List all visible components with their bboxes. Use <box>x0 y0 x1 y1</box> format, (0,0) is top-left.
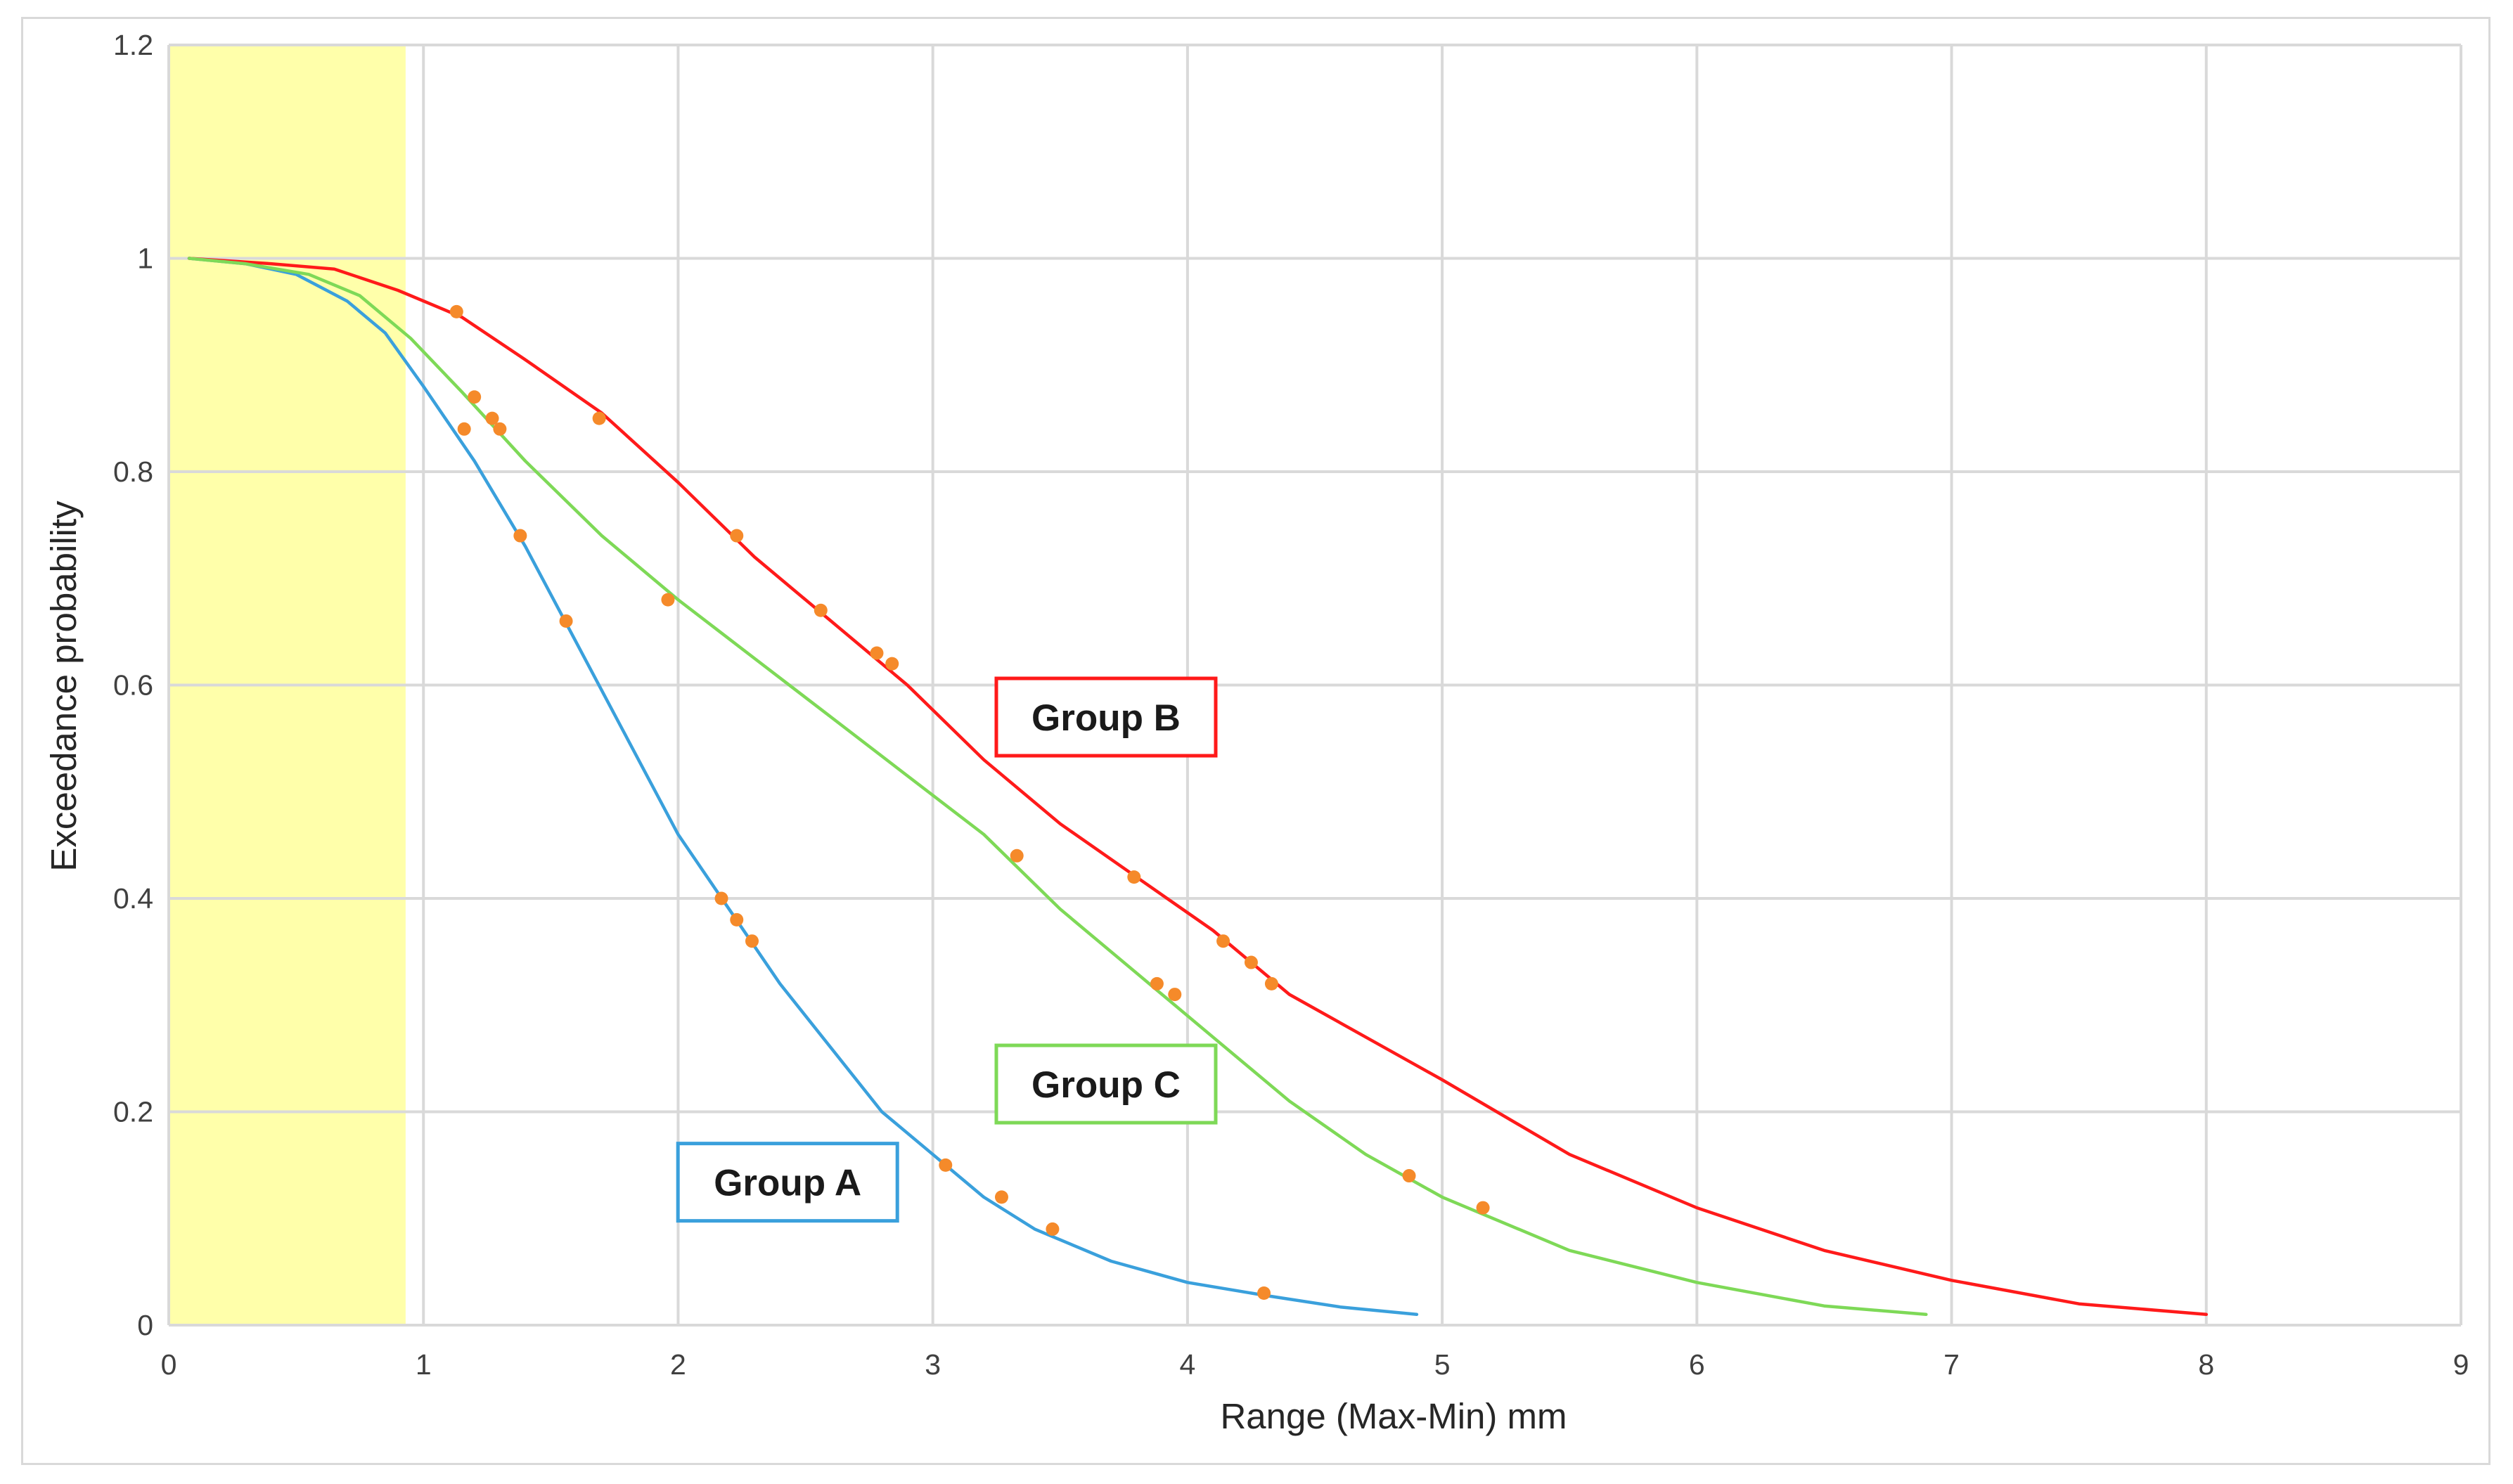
x-tick-label: 5 <box>1434 1348 1451 1381</box>
data-point <box>457 422 471 436</box>
data-point <box>1244 955 1258 969</box>
data-point <box>1402 1169 1416 1183</box>
data-point <box>449 304 463 318</box>
data-point <box>814 603 828 617</box>
data-point <box>592 411 606 425</box>
group-a-curve <box>187 257 1419 1317</box>
x-tick-label: 2 <box>670 1348 686 1381</box>
y-tick-label: 0.4 <box>113 882 153 915</box>
data-point <box>661 593 675 607</box>
group-c-label: Group C <box>1031 1064 1181 1106</box>
data-point <box>885 657 899 671</box>
group-a-label-box <box>676 1142 899 1223</box>
group-b-label: Group B <box>1031 697 1181 739</box>
y-tick-label: 1.2 <box>113 29 153 61</box>
x-tick-label: 1 <box>416 1348 432 1381</box>
data-point <box>939 1158 953 1172</box>
data-point <box>1216 934 1230 948</box>
data-point <box>1127 870 1141 884</box>
data-point <box>468 390 482 404</box>
data-point <box>730 912 744 927</box>
x-tick-label: 9 <box>2453 1348 2469 1381</box>
group-c-label-box <box>994 1043 1218 1125</box>
data-point <box>1046 1222 1060 1236</box>
data-point <box>559 614 573 628</box>
observed-points-layer <box>449 304 1490 1300</box>
data-point <box>1257 1286 1271 1300</box>
data-point <box>1168 988 1182 1002</box>
data-point <box>1476 1201 1490 1215</box>
data-point <box>1150 976 1164 991</box>
y-tick-label: 0.6 <box>113 669 153 702</box>
x-tick-label: 0 <box>161 1348 177 1381</box>
grid-layer <box>167 44 2462 1327</box>
data-point <box>493 422 507 436</box>
data-point <box>1264 976 1278 991</box>
data-point <box>485 411 499 425</box>
data-point <box>994 1190 1008 1204</box>
group-b-label-box <box>994 676 1218 758</box>
y-axis-title: Exceedance probability <box>44 501 84 872</box>
data-point <box>730 529 744 543</box>
data-point <box>1010 849 1024 863</box>
x-tick-label: 3 <box>925 1348 941 1381</box>
data-point <box>745 934 759 948</box>
y-tick-label: 1 <box>137 243 153 275</box>
group-c-curve <box>187 257 1928 1317</box>
annotations-layer: Group A Group B Group C <box>676 676 1218 1223</box>
data-point <box>513 529 527 543</box>
y-tick-label: 0.8 <box>113 456 153 488</box>
data-point <box>870 646 884 660</box>
x-tick-label: 7 <box>1943 1348 1960 1381</box>
y-tick-label: 0.2 <box>113 1096 153 1128</box>
data-point <box>714 891 728 905</box>
x-tick-label: 6 <box>1689 1348 1705 1381</box>
y-tick-label: 0 <box>137 1309 153 1341</box>
tick-labels-layer: 0 1 2 3 4 5 6 7 8 9 0 0.2 0.4 0.6 0.8 1 1.2 <box>113 29 2469 1381</box>
group-a-label: Group A <box>714 1163 861 1204</box>
x-axis-title: Range (Max-Min) mm <box>1220 1396 1567 1436</box>
x-tick-label: 4 <box>1179 1348 1195 1381</box>
x-tick-label: 8 <box>2198 1348 2214 1381</box>
